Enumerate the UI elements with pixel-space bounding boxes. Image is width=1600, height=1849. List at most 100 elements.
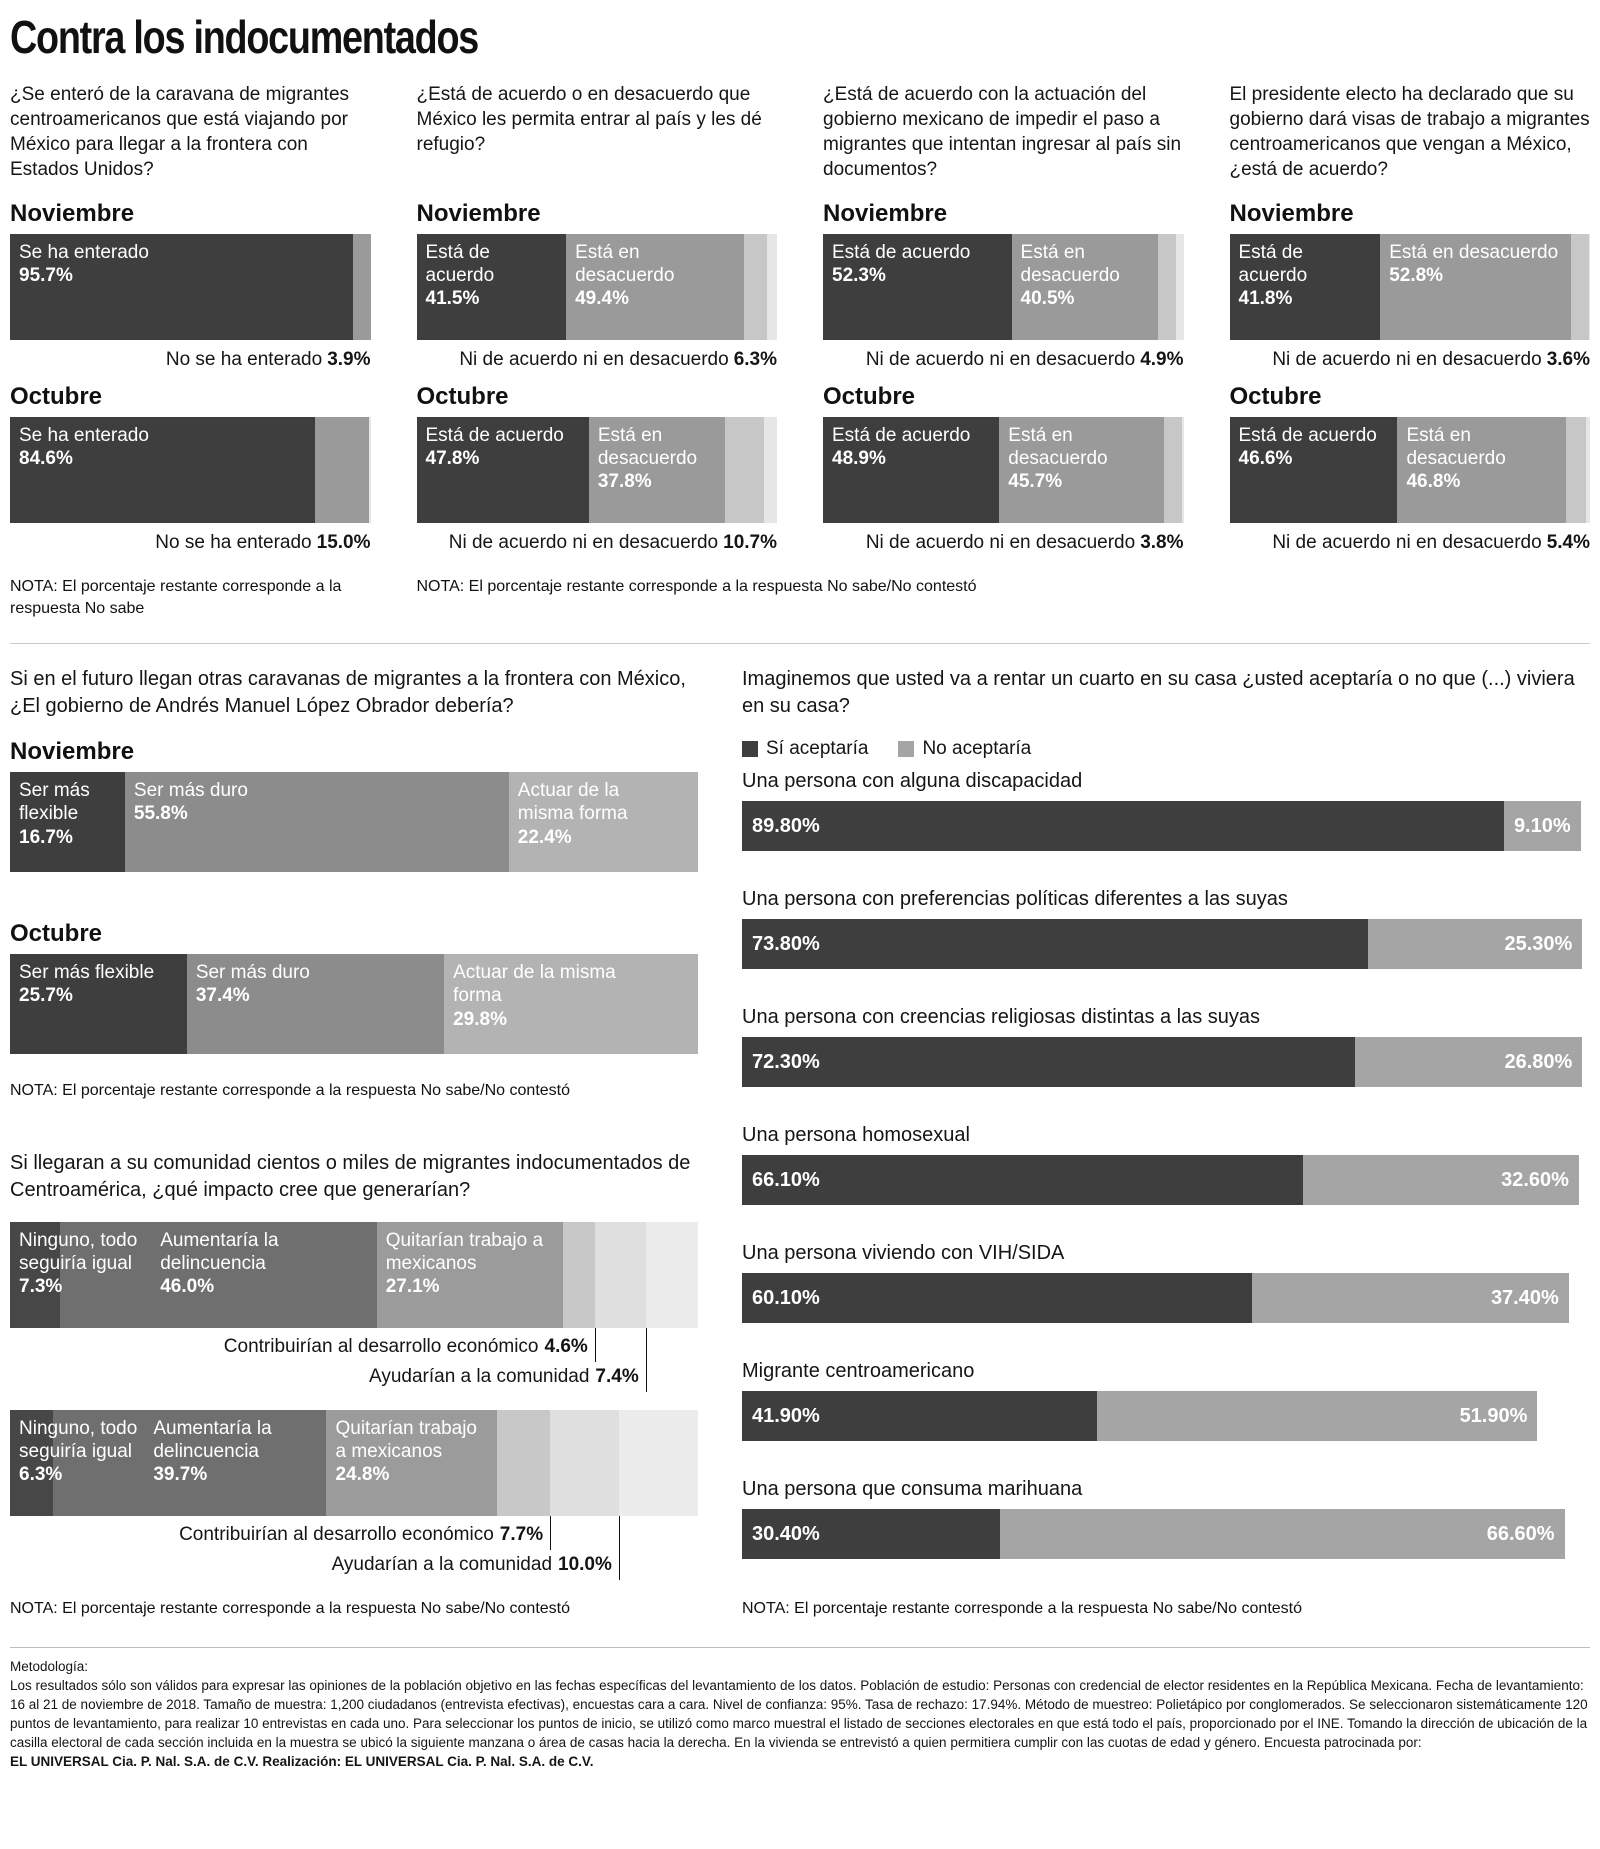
bar-rest-segment (744, 234, 767, 340)
bar-segment: Actuar de la misma forma 22.4% (508, 772, 663, 873)
below-bar-label: Ni de acuerdo ni en desacuerdo 10.7% (417, 532, 777, 554)
bar-segment: Aumentaría la delincuencia 39.7% (53, 1409, 327, 1516)
no-value: 26.80% (1504, 1050, 1573, 1073)
top-notas-row: NOTA: El porcentaje restante corresponde… (10, 576, 1590, 619)
page-title: Contra los indocumentados (10, 11, 479, 63)
segment-label: Está de acuerdo (1238, 425, 1377, 446)
stacked-bar: 30.40% 66.60% (742, 1509, 1590, 1560)
credit-line: EL UNIVERSAL Cia. P. Nal. S.A. de C.V. R… (10, 1753, 594, 1769)
no-value: 66.60% (1486, 1522, 1555, 1545)
stacked-bar: Ser más flexible 25.7% Ser más duro 37.4% Ac… (10, 954, 698, 1055)
below-bar-value: 5.4% (1546, 532, 1590, 553)
callout-value: 7.7% (499, 1523, 544, 1545)
legend-swatch-no (898, 741, 915, 758)
stacked-bar: Se ha enterado 84.6% (10, 417, 371, 523)
question-column: ¿Está de acuerdo o en desacuerdo que Méx… (416, 82, 777, 566)
no-segment: 26.80% (1355, 1037, 1583, 1088)
bar-segment: Está en desacuerdo 49.4% (566, 234, 745, 340)
month-label: Noviembre (416, 200, 541, 227)
below-bar-text: Ni de acuerdo ni en desacuerdo (448, 532, 719, 553)
nota-future-caravans: NOTA: El porcentaje restante corresponde… (10, 1082, 571, 1100)
bar-segment: Aumentaría la delincuencia 46.0% (60, 1221, 377, 1328)
question-text: ¿Está de acuerdo con la actuación del go… (823, 84, 1182, 181)
yes-value: 89.80% (752, 814, 820, 837)
below-bar-value: 10.7% (723, 532, 777, 553)
segment-value: 52.3% (832, 265, 886, 287)
segment-label: Actuar de la misma forma (517, 780, 628, 825)
bar-segment: Está de acuerdo 47.8% (416, 417, 589, 523)
bar-segment: Ninguno, todo seguiría igual 7.3% (10, 1221, 137, 1328)
bar-rest-segment (1570, 234, 1589, 340)
segment-label: Está de acuerdo (832, 242, 971, 263)
segment-value: 16.7% (19, 826, 73, 848)
below-bar-text: No se ha enterado (165, 349, 323, 370)
legend-label: Sí aceptaría (766, 738, 869, 760)
month-label: Octubre (1229, 383, 1322, 410)
stacked-bar: Ninguno, todo seguiría igual 7.3% Aumentar… (10, 1221, 698, 1328)
segment-value: 6.3% (19, 1464, 63, 1486)
stacked-bar: Está de acuerdo 41.8% Está en desacuerdo 52… (1229, 234, 1590, 340)
leader-line (645, 1327, 647, 1392)
below-bar-value: 6.3% (733, 349, 777, 370)
yes-value: 41.90% (752, 1404, 820, 1427)
bar-rest-segment (1566, 417, 1586, 523)
legend: Sí aceptaría No aceptaría (742, 738, 1590, 760)
no-value: 25.30% (1504, 932, 1573, 955)
segment-label: Se ha enterado (19, 425, 149, 446)
renting-row-label: Una persona que consuma marihuana (742, 1478, 1083, 1501)
segment-label: Ninguno, todo seguiría igual (19, 1417, 138, 1462)
below-bar-label: No se ha enterado 3.9% (10, 349, 371, 371)
nota-community-impact: NOTA: El porcentaje restante corresponde… (10, 1599, 571, 1617)
left-column: Si en el futuro llegan otras caravanas d… (10, 666, 698, 1619)
renting-row: Una persona que consuma marihuana 30.40% 6… (742, 1478, 1590, 1560)
yes-value: 60.10% (752, 1286, 820, 1309)
yes-segment: 89.80% (742, 801, 1504, 852)
yes-segment: 72.30% (742, 1037, 1356, 1088)
segment-value: 55.8% (133, 803, 188, 825)
no-segment: 9.10% (1503, 801, 1581, 852)
segment-value: 95.7% (19, 265, 73, 287)
below-bar-value: 4.9% (1140, 349, 1184, 370)
nota-agreement: NOTA: El porcentaje restante corresponde… (416, 578, 977, 595)
segment-value: 48.9% (832, 448, 886, 470)
below-bar-label: Ni de acuerdo ni en desacuerdo 3.8% (823, 532, 1184, 554)
room-renting-chart: Una persona con alguna discapacidad 89.80… (742, 770, 1590, 1596)
segment-value: 40.5% (1020, 288, 1075, 310)
stacked-bar: 41.90% 51.90% (742, 1391, 1590, 1442)
renting-row: Migrante centroamericano 41.90% 51.90% (742, 1360, 1590, 1442)
legend-item: Sí aceptaría (742, 738, 868, 760)
bar-rest-segment (314, 417, 370, 523)
bar-segment: Se ha enterado 84.6% (10, 417, 315, 523)
leader-line (550, 1515, 552, 1550)
renting-row: Una persona con creencias religiosas dis… (742, 1006, 1590, 1088)
callout-text: Ayudarían a la comunidad (368, 1365, 590, 1387)
callout-value: 4.6% (544, 1335, 588, 1357)
below-bar-text: Ni de acuerdo ni en desacuerdo (459, 349, 729, 370)
bar-segment (594, 1221, 646, 1328)
segment-value: 46.0% (160, 1276, 215, 1298)
month-label: Noviembre (823, 200, 948, 227)
callout-label: Ayudarían a la comunidad 10.0% (332, 1554, 612, 1576)
segment-label: Está en desacuerdo (597, 425, 698, 470)
legend-swatch-yes (742, 741, 758, 758)
leader-line (594, 1327, 596, 1362)
below-bar-text: No se ha enterado (155, 532, 312, 553)
question-text: ¿Está de acuerdo o en desacuerdo que Méx… (416, 84, 762, 156)
yes-segment: 73.80% (742, 919, 1368, 970)
right-column: Imaginemos que usted va a rentar un cuar… (742, 666, 1590, 1619)
yes-segment: 30.40% (742, 1509, 1000, 1560)
yes-value: 30.40% (752, 1522, 820, 1545)
segment-value: 25.7% (19, 985, 73, 1007)
callout-labels: Contribuirían al desarrollo económico 4.6… (10, 1327, 698, 1404)
leader-line (618, 1515, 620, 1580)
segment-label: Aumentaría la delincuencia (160, 1229, 279, 1274)
bar-segment: Está en desacuerdo 45.7% (999, 417, 1165, 523)
callout-labels: Contribuirían al desarrollo económico 7.7… (10, 1515, 698, 1592)
segment-label: Está en desacuerdo (1020, 242, 1120, 287)
renting-row: Una persona viviendo con VIH/SIDA 60.10% 3… (742, 1242, 1590, 1324)
callout-text: Contribuirían al desarrollo económico (179, 1523, 494, 1545)
callout-text: Ayudarían a la comunidad (331, 1553, 553, 1575)
question-column: El presidente electo ha declarado que su… (1229, 82, 1590, 566)
infographic-page: Contra los indocumentados ¿Se enteró de … (10, 11, 1590, 1769)
segment-label: Ser más duro (195, 962, 310, 984)
